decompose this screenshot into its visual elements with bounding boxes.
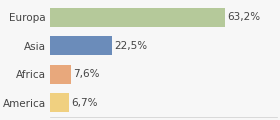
Text: 6,7%: 6,7% — [71, 98, 97, 108]
Bar — [50, 8, 225, 27]
Text: 63,2%: 63,2% — [227, 12, 260, 22]
Bar — [50, 36, 112, 55]
Text: 7,6%: 7,6% — [73, 69, 100, 79]
Bar — [50, 93, 69, 112]
Text: 22,5%: 22,5% — [115, 41, 148, 51]
Bar — [50, 65, 71, 84]
